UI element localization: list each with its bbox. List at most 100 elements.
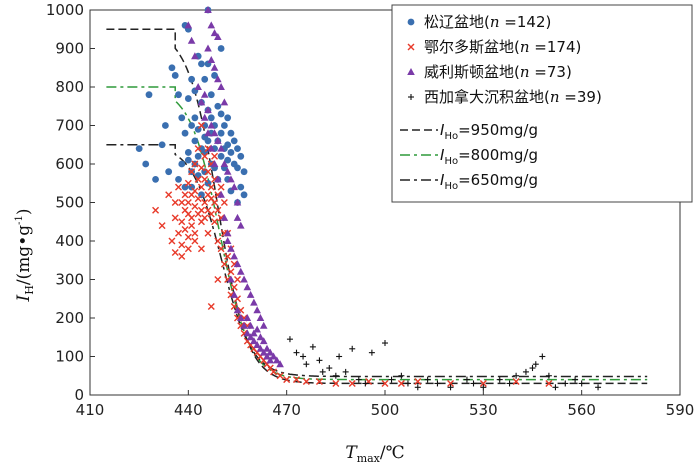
data-point: [211, 72, 218, 79]
data-point: [165, 191, 173, 199]
series-2: [184, 6, 284, 368]
data-point: [194, 145, 202, 153]
data-point: [309, 343, 316, 350]
legend-item-curve-0: IHo=950mg/g: [400, 121, 538, 142]
data-point: [463, 376, 470, 383]
data-point: [240, 321, 248, 329]
data-point: [207, 121, 216, 129]
data-point: [184, 233, 192, 241]
data-point: [243, 314, 252, 321]
data-point: [178, 160, 186, 168]
legend-label: IHo=650mg/g: [440, 171, 538, 192]
data-point: [240, 168, 248, 176]
data-point: [204, 44, 212, 52]
data-point: [194, 152, 202, 160]
legend-item-series-1: 鄂尔多斯盆地(n =174): [407, 38, 581, 56]
data-point: [210, 129, 219, 137]
data-point: [303, 361, 310, 368]
data-point: [217, 183, 225, 191]
data-point: [250, 298, 258, 306]
data-point: [214, 237, 222, 245]
y-axis-title: IH/(mg•g-1): [14, 209, 36, 303]
data-point: [259, 321, 268, 329]
data-point: [512, 378, 520, 386]
data-point: [178, 241, 186, 249]
data-point: [217, 129, 225, 137]
data-point: [230, 252, 239, 260]
data-point: [224, 141, 232, 149]
data-point: [191, 187, 199, 195]
data-point: [191, 137, 199, 145]
data-point: [197, 245, 205, 253]
data-point: [207, 21, 216, 29]
legend-label: IHo=800mg/g: [440, 146, 538, 167]
data-point: [286, 336, 293, 343]
data-point: [434, 380, 441, 387]
data-point: [266, 356, 275, 364]
data-point: [188, 214, 196, 222]
data-point: [184, 245, 192, 253]
data-point: [246, 321, 255, 329]
data-point: [188, 168, 196, 176]
data-point: [201, 199, 209, 206]
data-point: [184, 95, 192, 102]
data-point: [256, 344, 265, 352]
data-point: [214, 175, 222, 183]
y-tick-label: 0: [74, 386, 84, 404]
series-3: [286, 336, 602, 391]
data-point: [230, 290, 239, 298]
data-point: [302, 378, 310, 386]
data-point: [253, 325, 261, 333]
data-point: [223, 229, 232, 237]
x-tick-label: 500: [371, 401, 400, 419]
x-tick-label: 560: [567, 401, 596, 419]
data-point: [197, 164, 205, 172]
data-point: [210, 29, 219, 37]
data-point: [211, 218, 219, 226]
data-point: [197, 122, 205, 129]
data-point: [211, 199, 219, 206]
y-tick-label: 300: [55, 271, 84, 289]
x-tick-label: 530: [469, 401, 498, 419]
y-tick-label: 100: [55, 348, 84, 366]
data-point: [217, 144, 225, 152]
data-point: [253, 306, 261, 314]
data-point: [552, 384, 559, 391]
y-tick-label: 900: [55, 40, 84, 58]
data-point: [217, 83, 225, 90]
data-point: [184, 21, 193, 29]
data-point: [342, 368, 349, 375]
data-point: [207, 114, 215, 122]
data-point: [171, 72, 179, 79]
data-point: [224, 156, 232, 164]
data-point: [398, 372, 405, 379]
data-point: [230, 302, 238, 310]
data-point: [142, 160, 150, 168]
legend-label: 西加拿大沉积盆地(n =39): [424, 88, 602, 106]
data-point: [214, 276, 222, 283]
data-point: [210, 63, 219, 71]
data-point: [595, 384, 602, 391]
data-point: [382, 340, 388, 347]
data-point: [233, 260, 242, 268]
data-point: [355, 376, 362, 383]
x-axis-title: Tmax/℃: [345, 443, 404, 465]
data-point: [201, 175, 209, 183]
data-point: [200, 113, 209, 121]
data-point: [184, 156, 192, 164]
legend-item-series-0: 松辽盆地(n =142): [407, 13, 551, 31]
data-point: [197, 183, 205, 191]
data-point: [191, 202, 199, 210]
data-point: [168, 237, 176, 245]
data-point: [214, 32, 222, 40]
x-tick-label: 410: [76, 401, 105, 419]
y-tick-label: 400: [55, 232, 84, 250]
data-point: [171, 249, 179, 257]
data-point: [246, 290, 255, 298]
series-1: [152, 122, 553, 387]
data-point: [332, 372, 339, 379]
data-point: [175, 229, 182, 237]
data-point: [240, 191, 248, 199]
data-point: [349, 345, 356, 352]
